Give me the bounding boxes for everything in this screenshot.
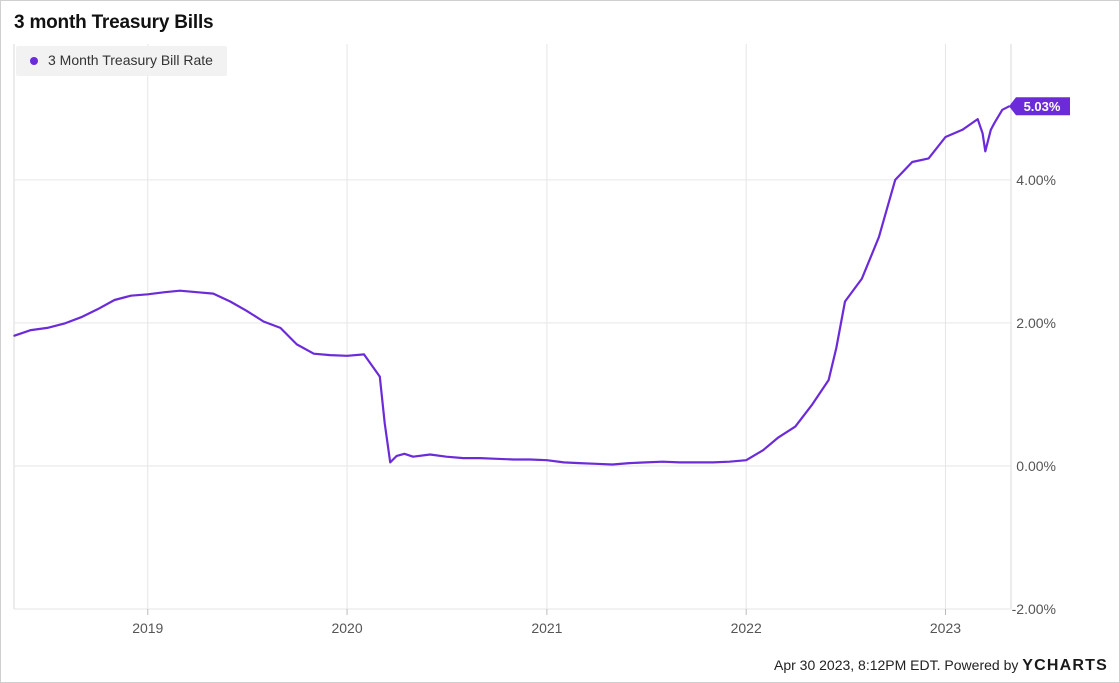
data-point bbox=[712, 461, 714, 464]
last-value-flag bbox=[1009, 97, 1070, 116]
data-point bbox=[878, 236, 880, 238]
y-tick-label: 4.00% bbox=[1016, 172, 1056, 188]
data-point bbox=[80, 316, 82, 319]
legend-label: 3 Month Treasury Bill Rate bbox=[48, 52, 213, 68]
data-point bbox=[63, 322, 66, 325]
data-point bbox=[363, 353, 365, 356]
data-point bbox=[212, 292, 215, 295]
data-point bbox=[262, 320, 265, 323]
data-point bbox=[245, 309, 248, 312]
data-point bbox=[984, 150, 987, 153]
y-tick-label: -2.00% bbox=[1012, 601, 1056, 617]
legend-marker-icon bbox=[30, 57, 38, 65]
x-tick-label: 2022 bbox=[731, 620, 762, 636]
data-point bbox=[445, 455, 448, 458]
data-point bbox=[981, 132, 984, 135]
x-tick-label: 2021 bbox=[531, 620, 562, 636]
data-point bbox=[383, 422, 386, 424]
last-value-label: 5.03% bbox=[1024, 99, 1061, 114]
data-point bbox=[989, 129, 992, 131]
data-point bbox=[395, 455, 398, 457]
data-point bbox=[296, 343, 298, 346]
data-point bbox=[728, 460, 731, 463]
data-point bbox=[628, 462, 631, 464]
series-line bbox=[13, 105, 1010, 466]
data-point bbox=[412, 455, 414, 458]
data-point bbox=[113, 299, 116, 301]
data-point bbox=[429, 453, 431, 456]
data-point bbox=[346, 355, 348, 357]
data-point bbox=[894, 179, 897, 181]
data-point bbox=[695, 461, 697, 464]
data-point bbox=[611, 463, 614, 466]
data-point bbox=[462, 457, 465, 459]
data-point bbox=[927, 157, 930, 160]
ycharts-logo[interactable]: YCHARTS bbox=[1022, 657, 1108, 674]
data-point bbox=[529, 458, 531, 461]
data-point bbox=[30, 329, 32, 331]
legend[interactable]: 3 Month Treasury Bill Rate bbox=[16, 46, 227, 76]
data-point bbox=[976, 118, 979, 120]
x-tick-label: 2020 bbox=[331, 620, 362, 636]
data-point bbox=[96, 308, 99, 311]
data-point bbox=[1001, 108, 1004, 111]
data-point bbox=[661, 460, 664, 463]
data-point bbox=[329, 354, 331, 356]
footer-timestamp: Apr 30 2023, 8:12PM EDT. bbox=[773, 657, 941, 673]
data-point bbox=[379, 375, 381, 378]
data-point bbox=[479, 457, 482, 459]
data-point bbox=[46, 327, 49, 329]
data-point bbox=[762, 449, 764, 452]
data-point bbox=[495, 458, 498, 460]
y-tick-label: 2.00% bbox=[1016, 315, 1056, 331]
data-point bbox=[196, 291, 198, 293]
data-point bbox=[678, 461, 681, 464]
data-point bbox=[146, 293, 149, 296]
data-point bbox=[644, 461, 647, 464]
data-point bbox=[810, 404, 813, 406]
data-point bbox=[595, 463, 597, 465]
data-point bbox=[745, 459, 747, 462]
data-point bbox=[179, 289, 181, 292]
data-point bbox=[130, 294, 132, 297]
data-point bbox=[961, 129, 964, 131]
data-point bbox=[861, 277, 863, 280]
data-point bbox=[13, 334, 15, 337]
data-point bbox=[312, 352, 315, 355]
y-tick-label: 0.00% bbox=[1016, 458, 1056, 474]
data-point bbox=[827, 379, 830, 381]
data-point bbox=[512, 458, 515, 461]
data-point bbox=[403, 453, 406, 455]
data-point bbox=[578, 462, 580, 464]
data-point bbox=[844, 300, 846, 303]
data-point bbox=[163, 291, 166, 293]
x-tick-label: 2019 bbox=[132, 620, 163, 636]
chart-title: 3 month Treasury Bills bbox=[14, 12, 214, 33]
footer: Apr 30 2023, 8:12PM EDT. Powered by YCHA… bbox=[774, 657, 1108, 675]
footer-powered-by: Powered by bbox=[944, 657, 1019, 673]
x-tick-label: 2023 bbox=[930, 620, 961, 636]
data-point bbox=[993, 121, 996, 124]
data-point bbox=[389, 461, 391, 464]
data-point bbox=[546, 459, 548, 462]
data-point bbox=[563, 461, 565, 464]
data-point bbox=[794, 425, 797, 428]
data-point bbox=[279, 327, 282, 329]
data-point bbox=[229, 300, 232, 303]
data-point bbox=[777, 436, 780, 439]
data-point bbox=[911, 161, 913, 163]
data-point bbox=[835, 347, 838, 349]
data-point bbox=[944, 136, 947, 138]
